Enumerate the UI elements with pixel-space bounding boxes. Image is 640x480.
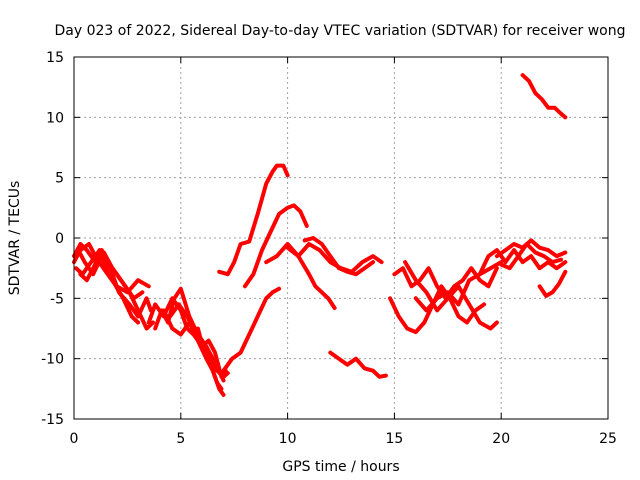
- series-line-arc-10: [195, 326, 230, 379]
- x-tick-label: 20: [492, 431, 510, 447]
- series-line-arc-1: [72, 242, 155, 331]
- y-tick-labels: -15 -10 -5 0 5 10 15: [41, 50, 64, 428]
- series-line-arc-16: [302, 236, 375, 277]
- series-line-arc-23: [494, 238, 568, 259]
- x-tick-label: 10: [279, 431, 297, 447]
- series-line-arc-20: [403, 260, 499, 331]
- x-tick-label: 0: [70, 431, 79, 447]
- x-tick-label: 25: [599, 431, 617, 447]
- series-line-arc-5: [78, 257, 141, 325]
- series-line-arc-21: [413, 260, 504, 313]
- y-tick-label: -10: [41, 352, 64, 368]
- y-tick-label: -15: [41, 412, 64, 428]
- x-tick-labels: 0 5 10 15 20 25: [70, 431, 617, 447]
- x-tick-label: 15: [385, 431, 403, 447]
- y-tick-label: 5: [55, 171, 64, 187]
- x-axis-label: GPS time / hours: [282, 459, 399, 475]
- x-tick-label: 5: [176, 431, 185, 447]
- y-tick-label: 15: [46, 50, 64, 66]
- axis-ticks: [73, 56, 609, 420]
- series-line-arc-22: [477, 248, 568, 277]
- series-line-arc-12: [217, 163, 290, 277]
- y-tick-label: 10: [46, 110, 64, 126]
- series-line-arc-17: [328, 350, 388, 379]
- y-axis-label: SDTVAR / TECUs: [7, 181, 23, 296]
- series-line-arc-11: [221, 286, 282, 373]
- chart-title: Day 023 of 2022, Sidereal Day-to-day VTE…: [55, 23, 626, 39]
- series-line-arc-24: [499, 242, 563, 271]
- series-line-arc-15: [285, 245, 337, 310]
- series-line-arc-14: [264, 242, 384, 274]
- series-line-arc-25: [537, 269, 568, 298]
- series-line-arc-4: [76, 248, 153, 319]
- grid-lines: [74, 57, 608, 419]
- y-tick-label: -5: [50, 291, 64, 307]
- series-line-arc-26: [520, 73, 568, 120]
- series-line-arc-13: [242, 203, 309, 289]
- series-line-arc-19: [388, 284, 487, 335]
- series-group: [72, 73, 568, 397]
- y-tick-label: 0: [55, 231, 64, 247]
